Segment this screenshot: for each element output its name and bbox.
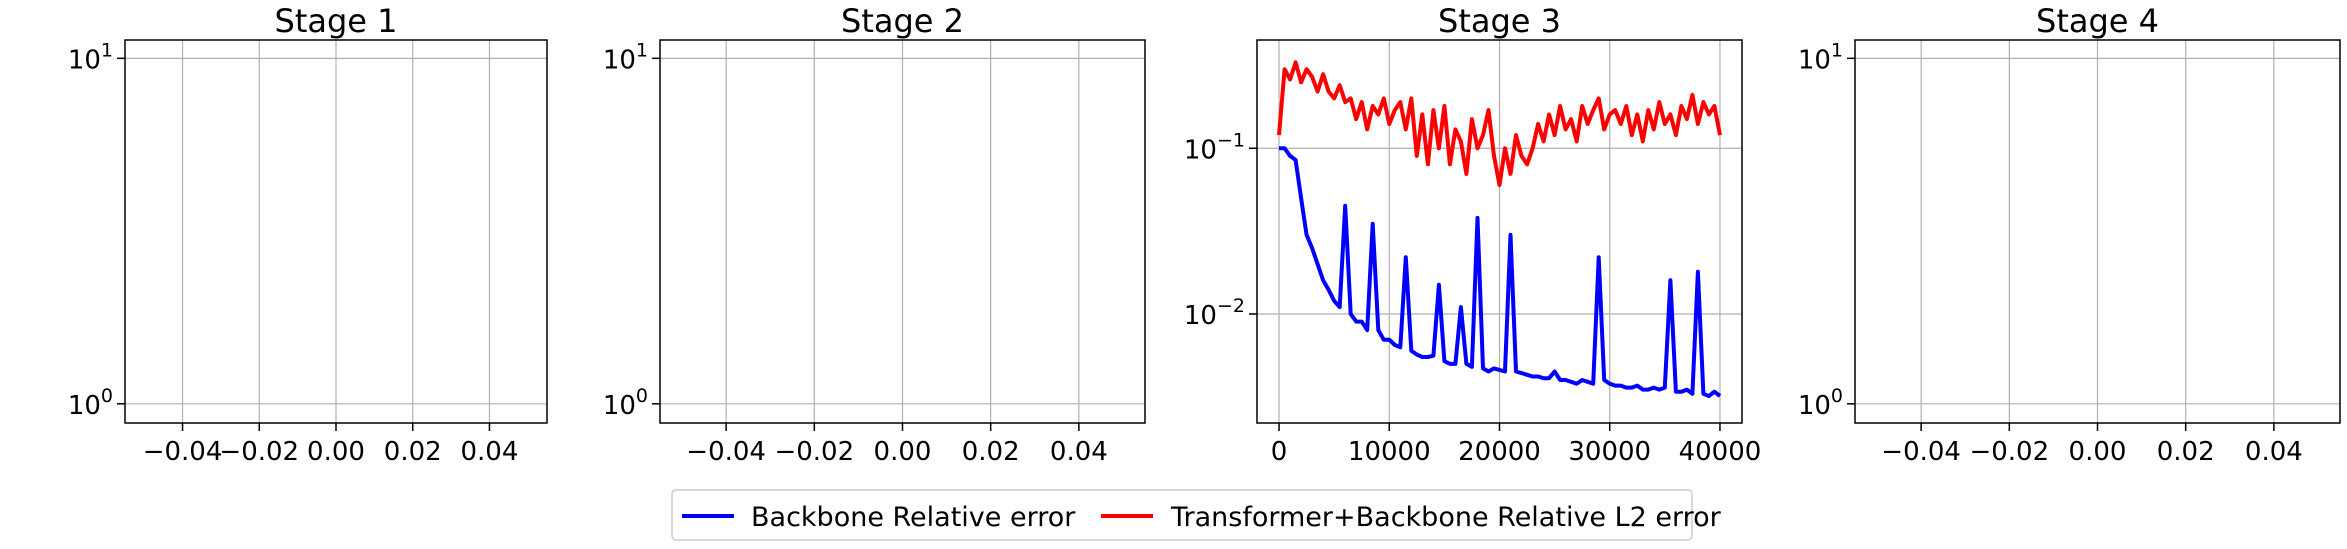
series-line-transformer-backbone: [1277, 60, 1722, 187]
chart-panel-3: 0 10000 20000 30000 40000 10−1 10−2 Stage 3: [1184, 2, 1761, 467]
x-tick-label: −0.02: [219, 437, 299, 467]
x-tick-label: 0.02: [384, 437, 442, 467]
x-tick-label: 0.04: [2245, 437, 2303, 467]
x-tick-label: 0.00: [2069, 437, 2127, 467]
x-tick-label: 0.02: [2157, 437, 2215, 467]
chart-title: Stage 3: [1438, 2, 1561, 40]
y-tick-label: 101: [68, 39, 113, 75]
y-tick-label: 100: [1798, 385, 1843, 421]
series-line-backbone: [1279, 146, 1722, 398]
x-tick-label: 20000: [1458, 437, 1541, 467]
x-tick-label: 0.00: [307, 437, 365, 467]
chart-panel-2: −0.04 −0.02 0.00 0.02 0.04 101 100 Stage 2: [603, 2, 1146, 467]
chart-panel-1: −0.04−0.02 0.00 0.02 0.04 101 100 Stage 1: [68, 2, 548, 467]
y-tick-label: 10−2: [1184, 295, 1245, 331]
x-tick-label: 40000: [1679, 437, 1762, 467]
x-tick-label: 0.00: [874, 437, 932, 467]
x-tick-label: −0.04: [143, 437, 223, 467]
x-tick-label: 10000: [1348, 437, 1431, 467]
y-tick-label: 100: [68, 385, 113, 421]
y-tick-label: 101: [1798, 39, 1843, 75]
y-tick-label: 100: [603, 385, 648, 421]
chart-title: Stage 1: [275, 2, 398, 40]
legend-frame: [671, 489, 1693, 541]
x-tick-label: −0.02: [774, 437, 854, 467]
x-tick-label: 30000: [1568, 437, 1651, 467]
x-tick-label: 0.04: [461, 437, 519, 467]
legend-label-transformer: Transformer+Backbone Relative L2 error: [1170, 502, 1722, 533]
x-tick-label: 0.04: [1050, 437, 1108, 467]
chart-title: Stage 2: [841, 2, 964, 40]
x-tick-label: 0.02: [962, 437, 1020, 467]
x-tick-label: 0: [1271, 437, 1288, 467]
legend-label-backbone: Backbone Relative error: [751, 502, 1076, 533]
y-tick-label: 101: [603, 39, 648, 75]
legend: Backbone Relative error Transformer+Back…: [671, 489, 1722, 541]
y-tick-label: 10−1: [1184, 129, 1245, 165]
chart-panel-4: −0.04 −0.02 0.00 0.02 0.04 101 100 Stage 4: [1798, 2, 2341, 467]
x-tick-label: −0.02: [1969, 437, 2049, 467]
x-tick-label: −0.04: [686, 437, 766, 467]
chart-title: Stage 4: [2036, 2, 2159, 40]
x-tick-label: −0.04: [1881, 437, 1961, 467]
